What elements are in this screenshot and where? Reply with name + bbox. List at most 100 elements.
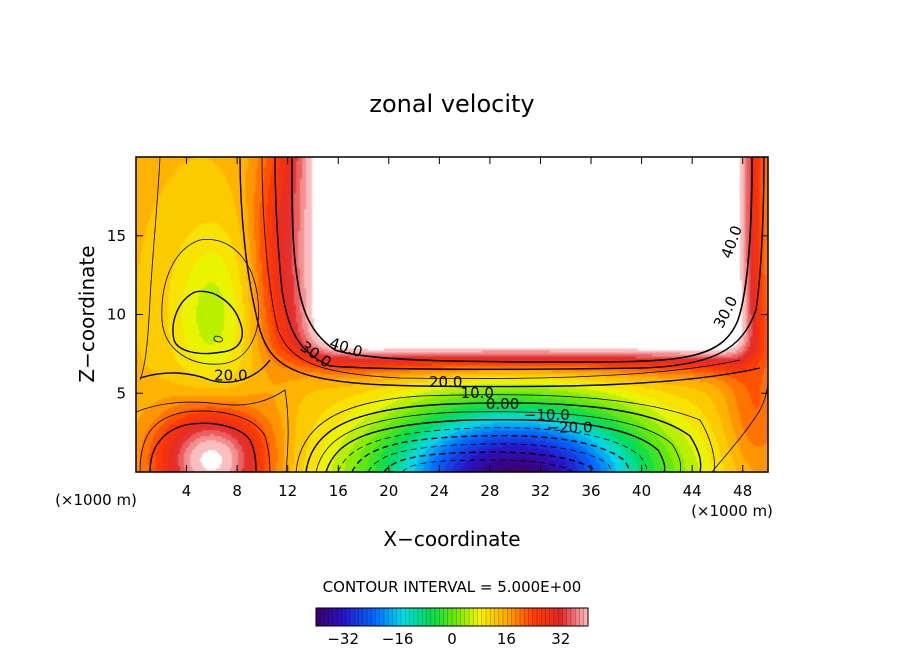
velocity-field-heatmap [136,157,768,472]
contour-25 [261,157,741,380]
contour-0 [325,418,666,472]
colorbar-cell [558,608,563,626]
colorbar-cell [575,608,580,626]
x-unit-left: (×1000 m) [55,491,137,509]
colorbar-cell [350,608,355,626]
colorbar-cell [375,608,381,626]
contour-20-left [139,359,271,383]
colorbar-cell [341,608,347,626]
contour-30-upper [274,157,765,371]
contour-40-upper [291,157,753,363]
colorbar: −32 −16 0 16 32 [315,607,589,648]
contour-10 [305,402,702,472]
contour-lines [136,157,768,472]
y-tick-label: 10 [107,306,126,324]
colorbar-cell [367,608,372,626]
colorbar-cell [511,608,517,626]
contour-30-lower-left [139,410,271,472]
colorbar-cell [345,608,351,626]
y-tick-label: 15 [107,227,126,245]
colorbar-cell [409,608,415,626]
colorbar-cell [405,608,410,626]
contour-15-lower-left [136,389,289,472]
colorbar-tick-label: 16 [497,630,516,648]
colorbar-cell [562,608,568,626]
colorbar-cell [498,608,504,626]
contour-10-inner [172,290,243,355]
colorbar-cell [520,608,525,626]
colorbar-cell [494,608,500,626]
colorbar-cell [545,608,551,626]
colorbar-cell [384,608,389,626]
colorbar-cell [571,608,576,626]
colorbar-cell [477,608,483,626]
contour-20-upper [239,157,761,388]
colorbar-cell [515,608,521,626]
colorbar-cell [528,608,534,626]
colorbar-cell [524,608,529,626]
x-axis-label: X−coordinate [383,527,520,551]
contour-5 [315,411,682,472]
x-tick-label: 36 [581,482,600,500]
colorbar-ticks: −32 −16 0 16 32 [327,630,570,648]
colorbar-cell [413,608,419,626]
x-tick-label: 28 [480,482,499,500]
contour-neg5 [337,427,648,472]
colorbar-cell [328,608,334,626]
x-tick-label: 40 [632,482,651,500]
contour-neg10 [351,435,630,472]
y-axis-ticks: 5 10 15 [107,227,768,402]
contour-neg25 [401,459,575,472]
x-tick-label: 32 [531,482,550,500]
colorbar-cell [507,608,512,626]
colorbar-cell [396,608,402,626]
colorbar-cell [362,608,368,626]
colorbar-cell [324,608,330,626]
x-tick-label: 4 [182,482,192,500]
colorbar-cells [315,608,589,626]
colorbar-cell [337,608,342,626]
colorbar-cell [460,608,466,626]
colorbar-cell [316,608,321,626]
colorbar-cell [481,608,487,626]
colorbar-cell [566,608,572,626]
colorbar-tick-label: 32 [551,630,570,648]
colorbar-cell [430,608,436,626]
colorbar-cell [435,608,440,626]
colorbar-cell [333,608,338,626]
colorbar-cell [456,608,461,626]
colorbar-cell [379,608,385,626]
x-tick-label: 16 [329,482,348,500]
colorbar-cell [388,608,393,626]
x-unit-right: (×1000 m) [691,502,773,520]
colorbar-cell [426,608,432,626]
colorbar-cell [537,608,542,626]
colorbar-cell [579,608,585,626]
plot-area: 40.030.040.030.020.0 20.010.00.00−10.0−20… [107,156,769,500]
colorbar-cell [554,608,559,626]
contour-15-inner [161,238,260,365]
colorbar-frame [315,607,589,627]
colorbar-cell [447,608,453,626]
colorbar-cell [354,608,359,626]
contour-label: −20.0 [547,419,593,437]
colorbar-cell [358,608,364,626]
x-tick-label: 24 [430,482,449,500]
colorbar-cell [371,608,376,626]
y-tick-label: 5 [116,384,126,402]
colorbar-cell [469,608,474,626]
contour-interval-note: CONTOUR INTERVAL = 5.000E+00 [323,578,582,596]
x-tick-label: 48 [733,482,752,500]
colorbar-cell [320,608,325,626]
colorbar-cell [532,608,538,626]
y-axis-label: Z−coordinate [75,245,99,382]
colorbar-cell [541,608,546,626]
contour-label: 20.0 [429,373,462,391]
contour-label: 10.0 [461,384,494,402]
colorbar-cell [392,608,398,626]
x-tick-label: 44 [683,482,702,500]
colorbar-cell [549,608,555,626]
colorbar-tick-label: −16 [382,630,414,648]
colorbar-cell [401,608,406,626]
